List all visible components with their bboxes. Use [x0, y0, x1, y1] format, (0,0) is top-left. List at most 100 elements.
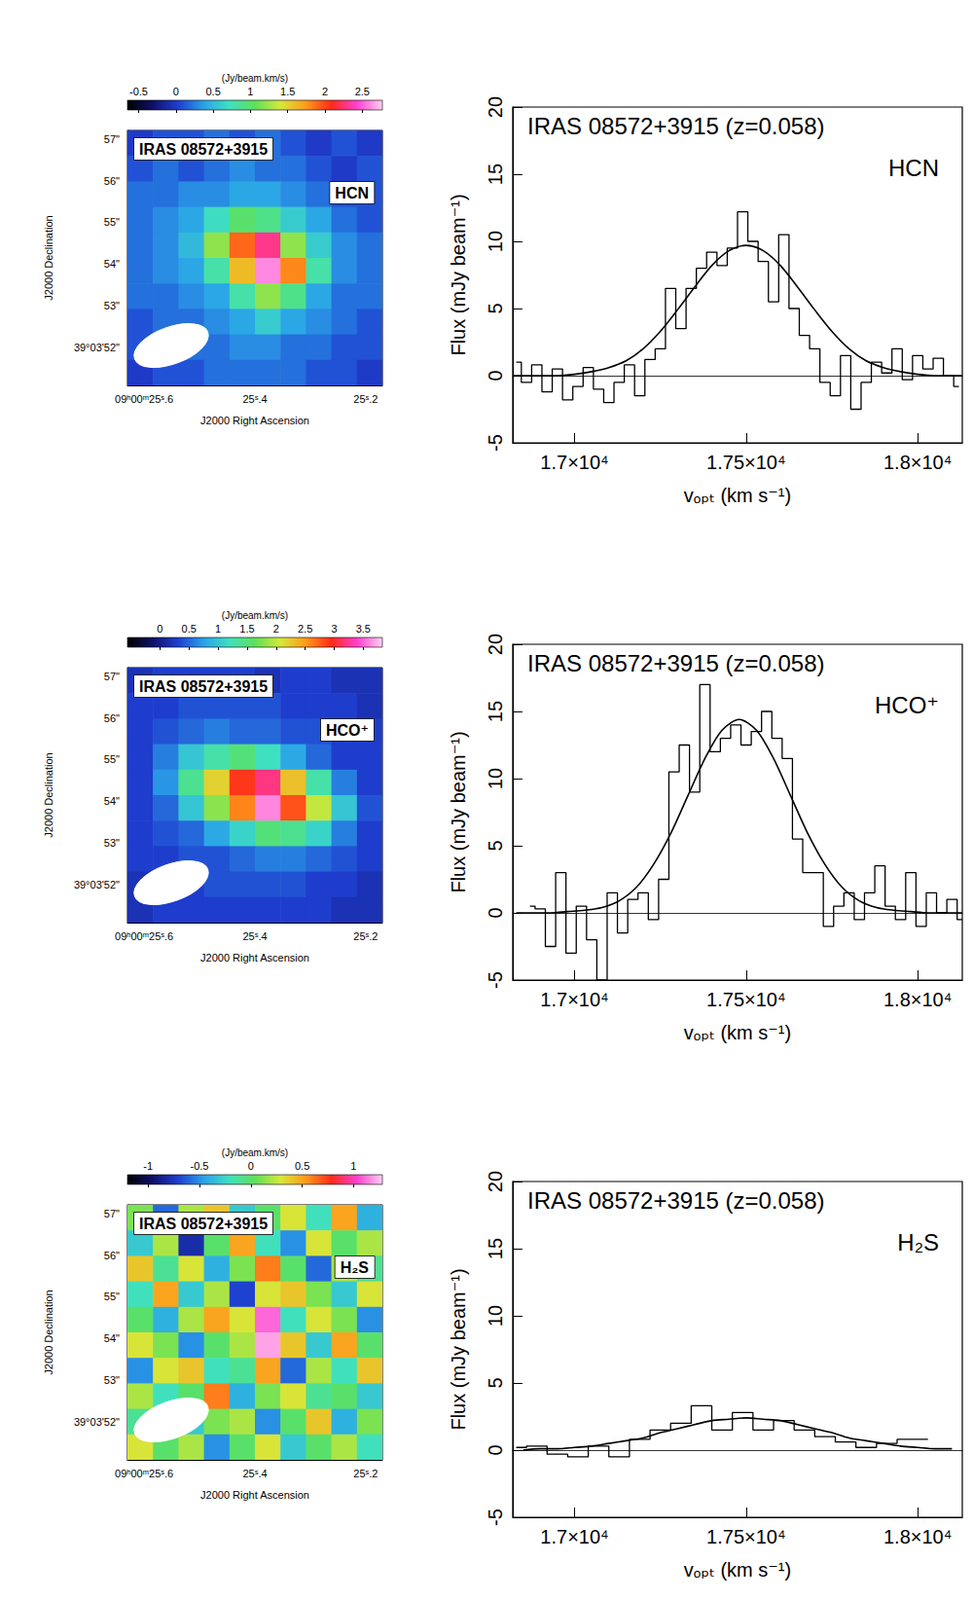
svg-text:25ˢ.4: 25ˢ.4: [242, 930, 267, 942]
svg-text:10: 10: [484, 1304, 506, 1327]
svg-text:39°03'52": 39°03'52": [73, 878, 120, 891]
svg-text:1.8×10⁴: 1.8×10⁴: [883, 451, 952, 473]
svg-text:IRAS 08572+3915 (z=0.058): IRAS 08572+3915 (z=0.058): [527, 649, 826, 677]
svg-text:57": 57": [104, 133, 120, 145]
svg-text:10: 10: [484, 230, 506, 253]
svg-text:0: 0: [484, 369, 506, 381]
svg-text:2.5: 2.5: [297, 622, 313, 635]
svg-text:1: 1: [247, 85, 253, 98]
svg-text:15: 15: [484, 700, 506, 722]
svg-text:3.5: 3.5: [356, 622, 371, 635]
svg-text:1: 1: [350, 1159, 357, 1172]
svg-text:25ˢ.2: 25ˢ.2: [353, 393, 378, 405]
svg-text:HCN: HCN: [334, 184, 369, 202]
svg-text:-0.5: -0.5: [189, 1159, 209, 1172]
svg-text:53": 53": [104, 836, 120, 849]
svg-text:-5: -5: [484, 971, 506, 989]
svg-text:25ˢ.4: 25ˢ.4: [242, 393, 267, 405]
svg-text:0: 0: [173, 85, 180, 98]
svg-text:HCO⁺: HCO⁺: [325, 721, 369, 739]
svg-text:-0.5: -0.5: [129, 85, 148, 98]
svg-text:H₂S: H₂S: [897, 1228, 939, 1256]
svg-text:54": 54": [104, 257, 120, 270]
svg-text:vₒₚₜ (km s⁻¹): vₒₚₜ (km s⁻¹): [684, 484, 792, 506]
svg-text:IRAS 08572+3915: IRAS 08572+3915: [139, 1215, 268, 1232]
svg-text:Flux (mJy beam⁻¹): Flux (mJy beam⁻¹): [447, 730, 469, 893]
svg-text:5: 5: [484, 839, 506, 851]
svg-text:IRAS 08572+3915 (z=0.058): IRAS 08572+3915 (z=0.058): [527, 112, 826, 140]
svg-text:Flux (mJy beam⁻¹): Flux (mJy beam⁻¹): [447, 1267, 469, 1430]
svg-text:2: 2: [322, 85, 328, 98]
svg-text:0: 0: [484, 1443, 506, 1455]
svg-text:5: 5: [484, 302, 506, 314]
svg-text:J2000 Right Ascension: J2000 Right Ascension: [200, 414, 310, 427]
svg-text:J2000 Right Ascension: J2000 Right Ascension: [200, 951, 310, 964]
svg-text:55": 55": [104, 1290, 120, 1302]
svg-text:25ˢ.2: 25ˢ.2: [353, 1467, 378, 1479]
svg-text:1.7×10⁴: 1.7×10⁴: [540, 451, 609, 473]
svg-text:20: 20: [484, 633, 506, 655]
svg-text:54": 54": [104, 794, 120, 807]
svg-text:56": 56": [104, 175, 120, 187]
svg-text:1.75×10⁴: 1.75×10⁴: [706, 451, 786, 473]
svg-text:HCO⁺: HCO⁺: [874, 691, 939, 719]
svg-text:25ˢ.4: 25ˢ.4: [242, 1467, 267, 1479]
svg-text:0.5: 0.5: [294, 1159, 310, 1172]
svg-text:2.5: 2.5: [355, 85, 370, 98]
svg-text:15: 15: [484, 1237, 506, 1260]
svg-text:HCN: HCN: [888, 154, 939, 181]
svg-text:1.5: 1.5: [239, 622, 254, 635]
svg-text:IRAS 08572+3915: IRAS 08572+3915: [139, 141, 268, 158]
svg-text:-5: -5: [484, 433, 506, 452]
svg-text:1.8×10⁴: 1.8×10⁴: [883, 988, 952, 1010]
svg-text:20: 20: [484, 96, 506, 118]
svg-text:(Jy/beam.km/s): (Jy/beam.km/s): [221, 72, 289, 84]
svg-text:(Jy/beam.km/s): (Jy/beam.km/s): [221, 610, 289, 621]
svg-text:-5: -5: [484, 1508, 506, 1526]
svg-text:2: 2: [273, 622, 280, 635]
svg-text:0: 0: [484, 906, 506, 918]
svg-text:Flux (mJy beam⁻¹): Flux (mJy beam⁻¹): [447, 193, 469, 356]
svg-text:57": 57": [104, 1207, 120, 1220]
svg-text:vₒₚₜ (km s⁻¹): vₒₚₜ (km s⁻¹): [684, 1558, 792, 1581]
svg-text:J2000 Declination: J2000 Declination: [42, 215, 55, 300]
svg-text:55": 55": [104, 216, 120, 228]
svg-text:1.7×10⁴: 1.7×10⁴: [540, 988, 609, 1010]
svg-text:54": 54": [104, 1332, 120, 1344]
svg-text:3: 3: [330, 622, 337, 635]
svg-text:53": 53": [104, 299, 120, 312]
svg-text:39°03'52": 39°03'52": [73, 341, 120, 354]
svg-text:1: 1: [215, 622, 221, 635]
svg-text:53": 53": [104, 1373, 120, 1386]
svg-text:1.75×10⁴: 1.75×10⁴: [706, 988, 786, 1010]
svg-text:20: 20: [484, 1170, 506, 1192]
svg-text:-1: -1: [143, 1159, 153, 1172]
svg-text:25ˢ.2: 25ˢ.2: [353, 930, 378, 942]
svg-text:0: 0: [248, 1159, 254, 1172]
svg-text:5: 5: [484, 1376, 506, 1388]
svg-text:IRAS 08572+3915 (z=0.058): IRAS 08572+3915 (z=0.058): [527, 1187, 826, 1214]
svg-text:H₂S: H₂S: [340, 1259, 370, 1276]
svg-text:15: 15: [484, 163, 506, 185]
svg-text:09ʰ00ᵐ25ˢ.6: 09ʰ00ᵐ25ˢ.6: [114, 930, 174, 942]
svg-text:56": 56": [104, 712, 120, 724]
svg-text:(Jy/beam.km/s): (Jy/beam.km/s): [221, 1147, 289, 1158]
svg-text:0.5: 0.5: [205, 85, 220, 98]
svg-text:09ʰ00ᵐ25ˢ.6: 09ʰ00ᵐ25ˢ.6: [114, 1467, 174, 1479]
svg-text:10: 10: [484, 767, 506, 790]
svg-text:J2000 Declination: J2000 Declination: [42, 752, 55, 837]
svg-text:56": 56": [104, 1249, 120, 1262]
svg-text:57": 57": [104, 670, 120, 683]
svg-text:J2000 Declination: J2000 Declination: [42, 1289, 55, 1374]
svg-text:vₒₚₜ (km s⁻¹): vₒₚₜ (km s⁻¹): [684, 1021, 792, 1044]
svg-text:1.7×10⁴: 1.7×10⁴: [540, 1525, 609, 1548]
svg-text:09ʰ00ᵐ25ˢ.6: 09ʰ00ᵐ25ˢ.6: [114, 393, 174, 405]
svg-text:0.5: 0.5: [181, 622, 197, 635]
svg-text:1.8×10⁴: 1.8×10⁴: [883, 1525, 952, 1548]
svg-text:55": 55": [104, 753, 120, 765]
svg-text:1.5: 1.5: [280, 85, 295, 98]
svg-text:39°03'52": 39°03'52": [73, 1415, 120, 1428]
svg-text:0: 0: [156, 622, 163, 635]
svg-text:IRAS 08572+3915: IRAS 08572+3915: [139, 678, 268, 695]
svg-text:1.75×10⁴: 1.75×10⁴: [706, 1525, 786, 1548]
